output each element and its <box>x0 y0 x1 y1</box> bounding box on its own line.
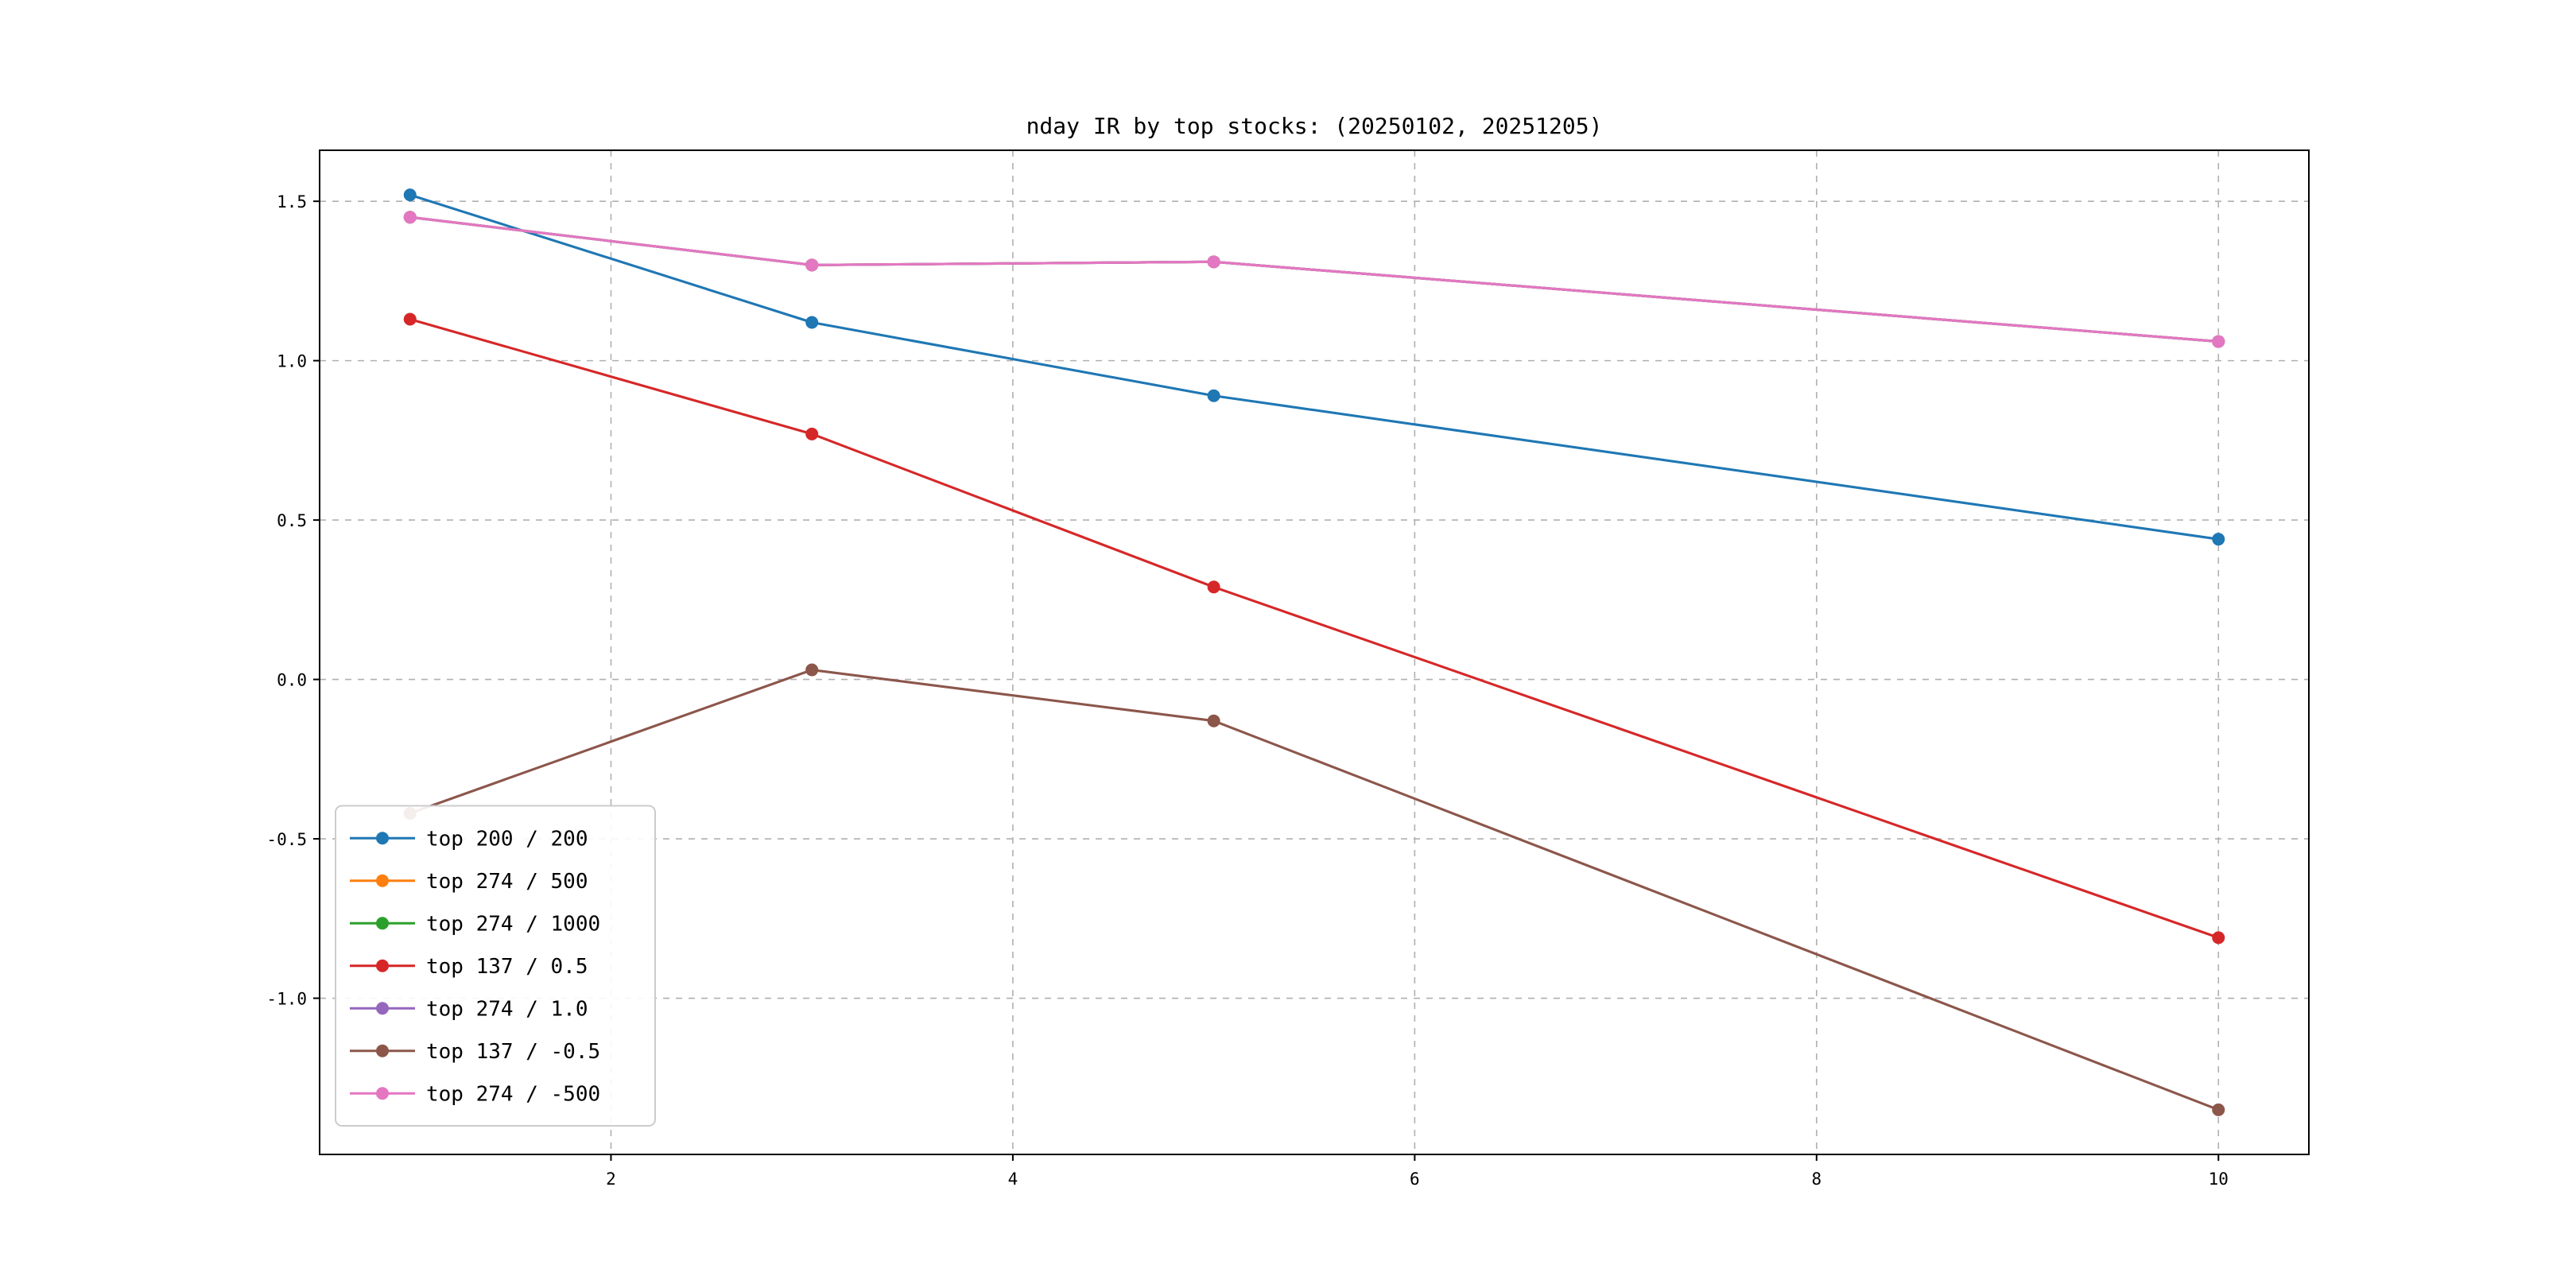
y-tick-label: 1.0 <box>277 352 307 371</box>
y-tick-label: 0.5 <box>277 511 307 530</box>
x-tick-label: 2 <box>606 1170 616 1189</box>
y-tick-label: 0.0 <box>277 671 307 690</box>
legend-label: top 137 / 0.5 <box>426 955 588 979</box>
y-tick-label: 1.5 <box>277 192 307 211</box>
legend-label: top 274 / 1000 <box>426 912 600 936</box>
legend: top 200 / 200 top 274 / 500 top 274 / 1000… <box>335 805 656 1127</box>
x-tick-label: 10 <box>2209 1170 2229 1189</box>
y-tick-label: -0.5 <box>266 830 307 849</box>
gridlines <box>320 150 2309 1154</box>
legend-label: top 200 / 200 <box>426 827 588 851</box>
legend-item: top 274 / -500 <box>350 1082 600 1106</box>
tick-marks <box>313 200 2220 1161</box>
series-0 <box>403 188 2225 546</box>
legend-label: top 137 / -0.5 <box>426 1040 600 1064</box>
series-3 <box>403 312 2225 945</box>
tick-labels: 2 4 6 8 10 -1.0 -0.5 0.0 0.5 1.0 1.5 <box>266 192 2228 1189</box>
x-tick-label: 4 <box>1008 1170 1018 1189</box>
y-tick-label: -1.0 <box>266 990 307 1009</box>
legend-label: top 274 / 1.0 <box>426 997 588 1021</box>
legend-label: top 274 / -500 <box>426 1082 600 1106</box>
series-6 <box>403 211 2225 348</box>
axes-spines <box>319 149 2310 1155</box>
legend-item: top 274 / 500 <box>350 870 588 894</box>
legend-item: top 137 / 0.5 <box>350 955 588 979</box>
legend-item: top 137 / -0.5 <box>350 1040 600 1064</box>
legend-box <box>335 805 656 1127</box>
legend-item: top 274 / 1.0 <box>350 997 588 1021</box>
legend-label: top 274 / 500 <box>426 870 588 894</box>
legend-item: top 274 / 1000 <box>350 912 600 936</box>
x-tick-label: 8 <box>1811 1170 1821 1189</box>
legend-item: top 200 / 200 <box>350 827 588 851</box>
x-tick-label: 6 <box>1410 1170 1420 1189</box>
chart-title: nday IR by top stocks: (20250102, 202512… <box>1026 113 1603 139</box>
